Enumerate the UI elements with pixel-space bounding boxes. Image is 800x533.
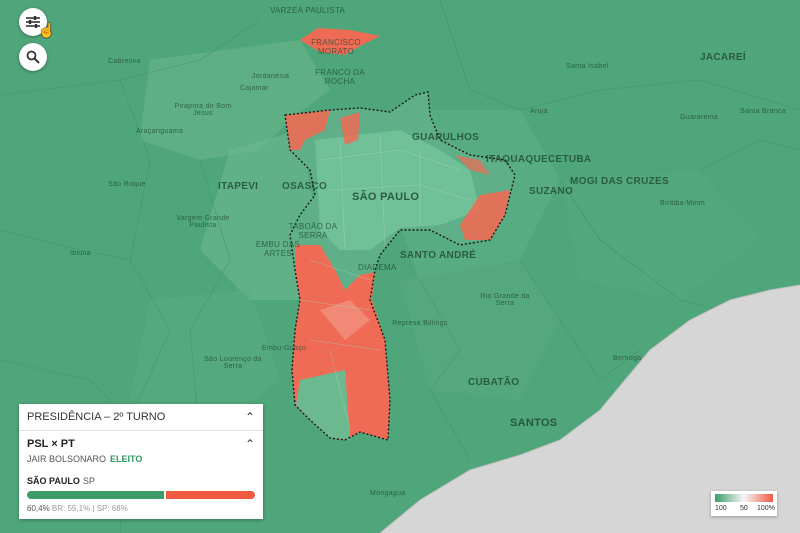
place-label: Cabreúva [108, 58, 141, 65]
place-label: TABOÃO DA SERRA [288, 222, 338, 240]
place-label: Bertioga [613, 355, 642, 362]
place-label: MOGI DAS CRUZES [570, 176, 669, 187]
place-label: ITAPEVI [218, 181, 259, 192]
place-label: EMBU DAS ARTES [255, 240, 301, 258]
filter-button[interactable] [19, 8, 47, 36]
results-panel: PRESIDÊNCIA – 2º TURNO ⌃ PSL × PT ⌃ JAIR… [19, 404, 263, 519]
place-label: FRANCO DA ROCHA [315, 68, 365, 86]
place-label: ITAQUAQUECETUBA [486, 154, 592, 165]
place-label: Vargem Grande Paulista [176, 215, 230, 229]
place-label: Santa Branca [740, 108, 787, 115]
legend-left: 100 [715, 505, 727, 512]
place-label: CUBATÃO [468, 377, 520, 388]
legend-right: 100% [757, 505, 775, 512]
place-label: Pirapora do Bom Jesus [174, 103, 232, 117]
winner-line: JAIR BOLSONARO ELEITO [27, 454, 255, 464]
vote-share-red [165, 491, 255, 499]
chevron-up-icon[interactable]: ⌃ [244, 437, 255, 451]
place-label: Ibiúna [70, 250, 91, 257]
comparison-label: BR: 55,1% | SP: 68% [51, 504, 128, 513]
region-name: SÃO PAULO [27, 476, 80, 486]
legend-mid: 50 [740, 505, 748, 512]
place-label: São Lourenço da Serra [204, 356, 262, 370]
vote-stats: 60,4% BR: 55,1% | SP: 68% [27, 504, 255, 513]
place-label: SANTO ANDRÉ [400, 250, 477, 261]
place-label: VARZEA PAULISTA [270, 6, 346, 15]
place-label: Araçariguama [136, 128, 184, 135]
place-label: DIADEMA [358, 263, 397, 272]
place-label: GUARULHOS [412, 132, 480, 143]
place-label: Jordanésia [252, 73, 290, 80]
place-label: Cajamar [240, 85, 269, 92]
hand-cursor-icon: ☝ [38, 22, 56, 38]
search-button[interactable] [19, 43, 47, 71]
place-label: OSASCO [282, 181, 328, 192]
place-label: Santa Isabel [566, 63, 609, 70]
vote-share-bar [27, 491, 255, 499]
sliders-icon [26, 16, 40, 28]
matchup-label: PSL × PT [27, 438, 75, 450]
region-line: SÃO PAULO SP [27, 476, 255, 486]
chevron-up-icon[interactable]: ⌃ [244, 410, 255, 424]
legend-gradient [715, 494, 773, 502]
place-label: Represa Billings [392, 320, 448, 327]
place-label: Embu-Guaçu [262, 345, 307, 352]
place-label: SUZANO [529, 186, 574, 197]
place-label: SANTOS [510, 417, 558, 429]
place-label: FRANCISCO MORATO [311, 38, 361, 56]
place-label: SÃO PAULO [352, 191, 420, 203]
search-icon [26, 50, 40, 64]
color-legend: 100 50 100% [711, 491, 777, 516]
region-state: SP [82, 476, 95, 486]
place-label: JACAREÍ [700, 52, 746, 63]
winner-name: JAIR BOLSONARO [27, 454, 107, 464]
place-label: Rio Grande da Serra [480, 293, 530, 307]
election-title: PRESIDÊNCIA – 2º TURNO [27, 411, 166, 423]
vote-share-green [27, 491, 164, 499]
panel-header[interactable]: PRESIDÊNCIA – 2º TURNO ⌃ [19, 404, 263, 431]
place-label: Arujá [530, 108, 548, 115]
winner-status: ELEITO [110, 454, 143, 464]
place-label: Biritiba-Mirim [660, 200, 706, 207]
place-label: São Roque [108, 181, 146, 188]
place-label: Guararema [680, 114, 719, 121]
share-label: 60,4% [27, 504, 50, 513]
place-label: Mongaguá [370, 490, 406, 497]
